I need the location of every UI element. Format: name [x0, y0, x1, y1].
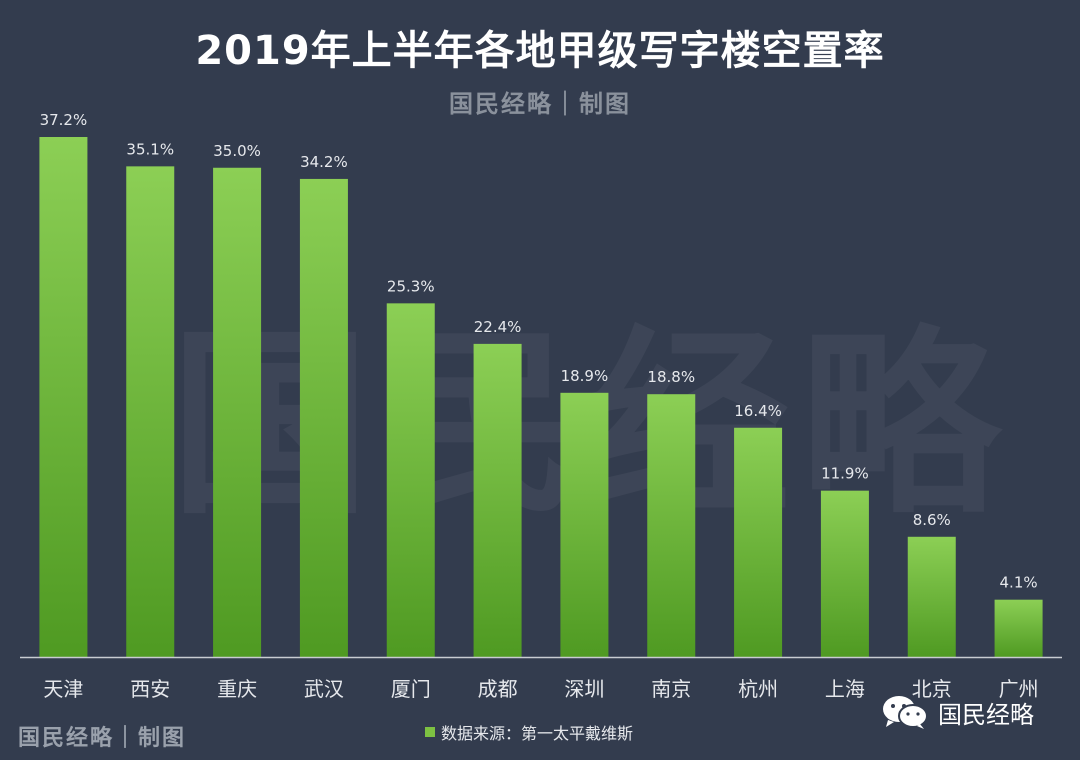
chart-title: 2019年上半年各地甲级写字楼空置率 [195, 28, 885, 74]
brand-label: 国民经略 [938, 700, 1034, 729]
x-tick-label: 武汉 [304, 677, 344, 701]
bar-北京 [907, 536, 956, 657]
data-label: 4.1% [1000, 574, 1038, 592]
chart-subtitle: 国民经略｜制图 [449, 89, 631, 118]
x-tick-label: 上海 [825, 677, 865, 701]
x-tick-label: 成都 [478, 677, 518, 701]
data-label: 35.1% [126, 140, 174, 158]
data-label: 11.9% [821, 465, 869, 483]
data-labels-group: 37.2% 35.1% 35.0% 34.2% 25.3% 22.4% 18.9% 18.8%… [40, 111, 1038, 592]
x-tick-label: 西安 [130, 677, 170, 701]
data-label: 8.6% [913, 511, 951, 529]
bar-广州 [994, 599, 1043, 657]
data-label: 25.3% [387, 277, 435, 295]
legend-label: 数据来源：第一太平戴维斯 [441, 724, 634, 743]
x-tick-label: 天津 [43, 677, 83, 701]
x-tick-label: 南京 [651, 677, 691, 701]
data-label: 35.0% [213, 142, 261, 160]
bar-南京 [647, 394, 696, 657]
x-tick-label: 广州 [999, 677, 1039, 701]
data-label: 34.2% [300, 153, 348, 171]
bar-厦门 [386, 303, 435, 657]
bars-group [39, 137, 1043, 657]
data-label: 22.4% [474, 318, 522, 336]
wechat-icon [883, 696, 928, 729]
footer-credit: 国民经略｜制图 [18, 725, 187, 751]
x-tick-label: 北京 [912, 677, 952, 701]
bar-西安 [126, 166, 175, 657]
bar-重庆 [213, 167, 262, 657]
x-tick-label: 深圳 [564, 677, 604, 701]
bar-天津 [39, 137, 88, 657]
data-label: 37.2% [40, 111, 88, 129]
x-tick-labels-group: 天津 西安 重庆 武汉 厦门 成都 深圳 南京 杭州 上海 北京 广州 [43, 677, 1038, 701]
x-tick-label: 厦门 [391, 677, 431, 701]
legend-swatch [425, 727, 435, 737]
bar-成都 [473, 343, 522, 657]
bar-杭州 [734, 427, 783, 657]
x-tick-label: 杭州 [738, 677, 778, 701]
bar-深圳 [560, 392, 609, 657]
legend: 数据来源：第一太平戴维斯 [425, 720, 633, 744]
data-label: 18.9% [561, 367, 609, 385]
x-tick-label: 重庆 [217, 677, 257, 701]
data-label: 18.8% [647, 368, 695, 386]
bar-武汉 [299, 178, 348, 657]
data-label: 16.4% [734, 402, 782, 420]
bar-上海 [820, 490, 869, 657]
brand: 国民经略 [880, 694, 1034, 730]
